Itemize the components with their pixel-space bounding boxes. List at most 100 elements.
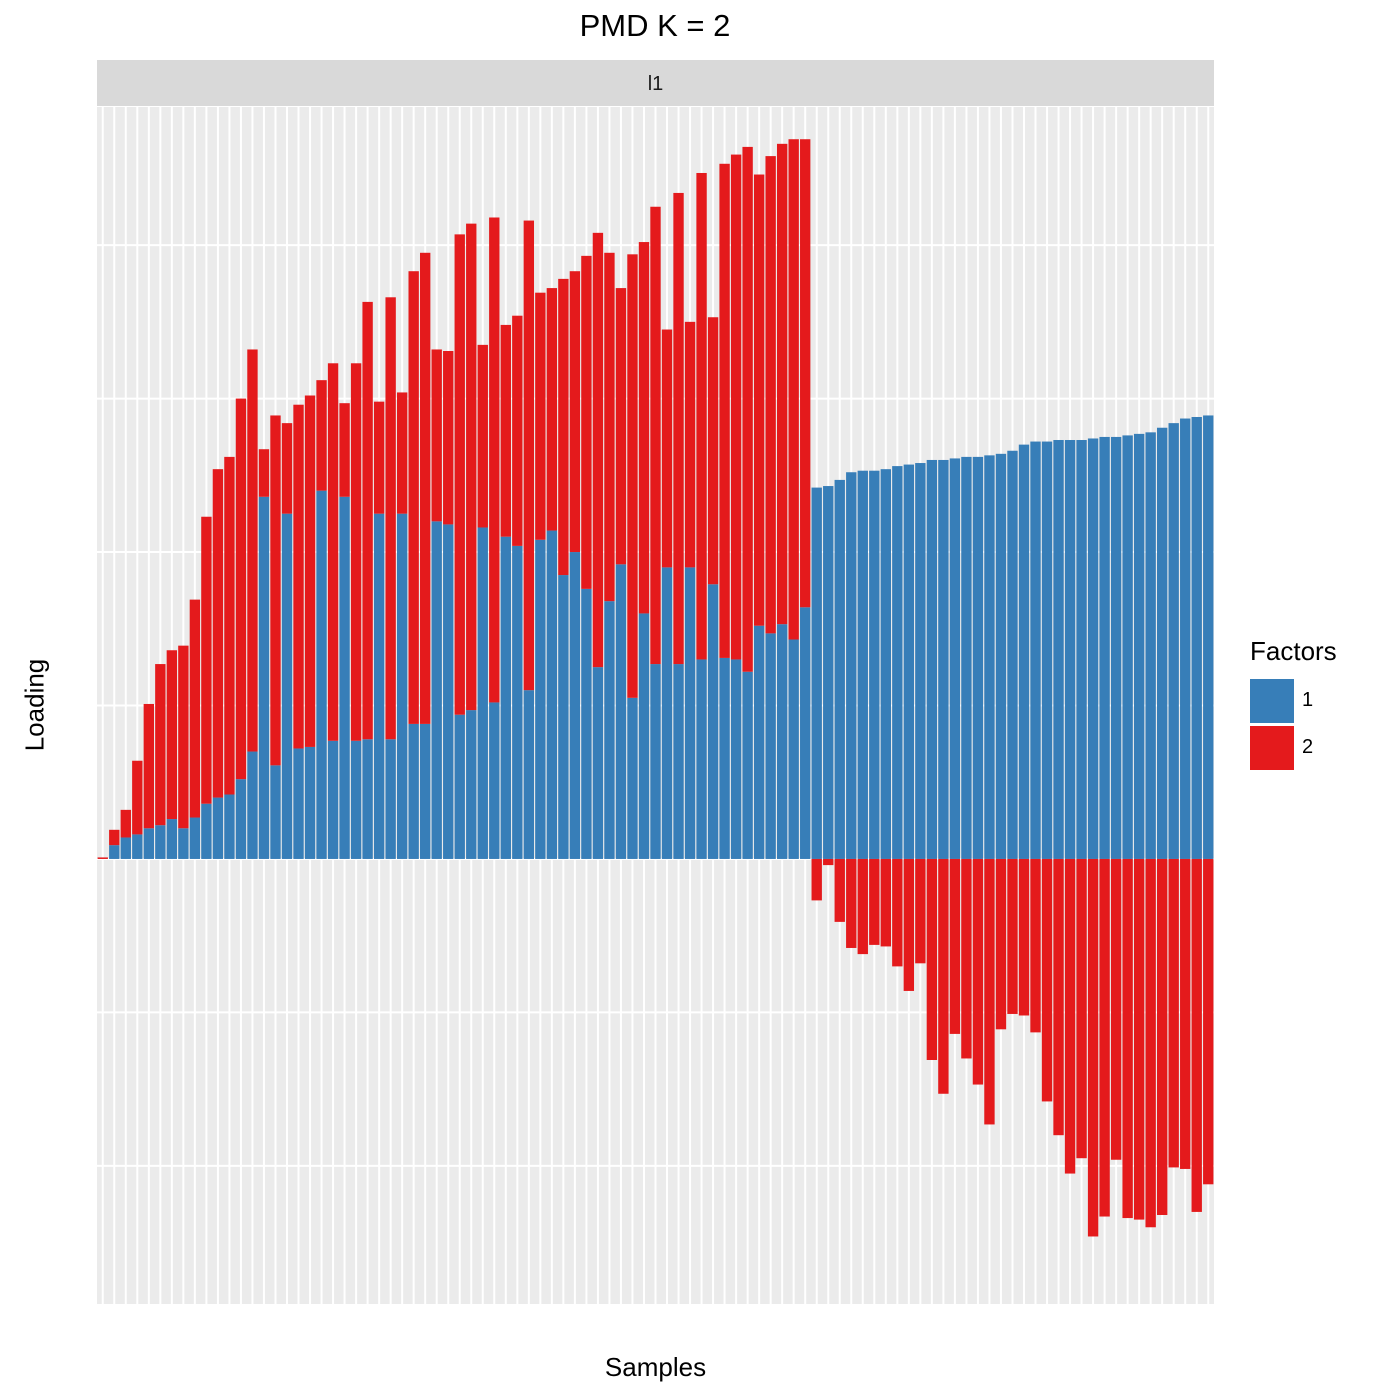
- bar-factor-1: [408, 723, 419, 859]
- bar-factor-1: [1076, 440, 1087, 859]
- bar-factor-1: [823, 486, 834, 859]
- bar-factor-2: [730, 154, 742, 660]
- legend-key-1: [1250, 678, 1294, 723]
- bar-factor-1: [938, 459, 949, 859]
- bar-factor-2: [166, 650, 178, 820]
- bar-factor-2: [627, 254, 638, 698]
- bar-factor-2: [673, 192, 684, 665]
- bar-factor-2: [212, 469, 224, 798]
- bar-factor-1: [984, 455, 995, 859]
- bar-factor-2: [1122, 858, 1133, 1219]
- bar-factor-1: [247, 751, 258, 859]
- bar-factor-2: [880, 858, 891, 947]
- bar-factor-2: [316, 380, 327, 491]
- bar-factor-2: [477, 344, 488, 528]
- bar-factor-1: [834, 479, 845, 859]
- bar-factor-1: [638, 613, 650, 859]
- bar-factor-1: [281, 513, 293, 859]
- bar-factor-2: [1110, 858, 1122, 1160]
- bar-factor-1: [650, 664, 661, 859]
- bar-factor-2: [362, 301, 373, 740]
- legend: Factors 1 2: [1250, 636, 1337, 771]
- bar-factor-2: [684, 321, 696, 568]
- bars: [97, 139, 1214, 1237]
- bar-factor-1: [1064, 440, 1076, 859]
- bar-factor-1: [1007, 450, 1018, 859]
- bar-factor-2: [178, 645, 189, 829]
- bar-factor-2: [915, 858, 926, 964]
- bar-factor-1: [535, 539, 546, 859]
- bar-factor-2: [776, 143, 788, 625]
- bar-factor-2: [120, 809, 131, 838]
- bar-factor-1: [431, 521, 442, 859]
- bar-factor-1: [696, 659, 707, 859]
- bar-factor-2: [1191, 858, 1202, 1212]
- bar-factor-1: [800, 607, 811, 859]
- bar-factor-1: [811, 487, 822, 859]
- bar-factor-1: [489, 702, 500, 859]
- bar-factor-1: [1168, 423, 1179, 859]
- bar-factor-2: [523, 220, 535, 691]
- bar-factor-2: [903, 858, 915, 991]
- bar-factor-2: [857, 858, 868, 955]
- bar-factor-1: [949, 458, 961, 859]
- bar-factor-1: [385, 739, 396, 859]
- bar-factor-2: [719, 163, 730, 658]
- bar-factor-2: [892, 858, 903, 967]
- bar-factor-1: [1030, 441, 1041, 859]
- bar-factor-1: [961, 456, 972, 859]
- bar-factor-1: [443, 524, 454, 859]
- legend-label-1: 1: [1302, 689, 1314, 711]
- bar-factor-2: [1168, 858, 1179, 1168]
- bar-factor-1: [1122, 435, 1133, 859]
- bar-factor-1: [189, 817, 201, 859]
- bar-factor-2: [558, 278, 569, 576]
- x-axis-label: Samples: [604, 1352, 707, 1382]
- bar-factor-1: [673, 664, 684, 859]
- bar-factor-2: [615, 288, 627, 565]
- bar-factor-1: [316, 490, 327, 859]
- bar-factor-2: [938, 858, 949, 1094]
- bar-factor-1: [972, 456, 984, 859]
- bar-factor-1: [235, 779, 247, 859]
- bar-factor-2: [235, 398, 247, 780]
- bar-factor-1: [788, 639, 799, 859]
- bar-factor-1: [581, 588, 592, 859]
- bar-factor-1: [1180, 418, 1191, 859]
- bar-factor-1: [892, 466, 903, 859]
- bar-factor-1: [661, 567, 673, 859]
- bar-factor-1: [178, 828, 189, 859]
- bar-factor-2: [201, 516, 212, 804]
- bar-factor-2: [765, 156, 776, 634]
- bar-factor-2: [385, 297, 396, 740]
- bar-factor-2: [742, 146, 753, 672]
- bar-factor-2: [984, 858, 995, 1125]
- bar-factor-1: [880, 469, 891, 859]
- bar-factor-2: [258, 449, 270, 497]
- bar-factor-1: [1133, 433, 1145, 859]
- bar-factor-1: [627, 697, 638, 859]
- bar-factor-2: [420, 252, 431, 724]
- bar-factor-2: [97, 857, 108, 859]
- bar-factor-1: [523, 690, 535, 859]
- bar-factor-2: [281, 423, 293, 514]
- bar-factor-2: [846, 858, 857, 948]
- bar-factor-1: [304, 746, 316, 859]
- bar-factor-2: [1007, 858, 1018, 1014]
- bar-factor-1: [1018, 444, 1030, 859]
- bar-factor-2: [293, 404, 304, 749]
- bar-factor-1: [765, 633, 776, 859]
- bar-factor-2: [581, 255, 592, 589]
- legend-title: Factors: [1250, 636, 1337, 666]
- bar-factor-1: [546, 530, 558, 859]
- bar-factor-2: [949, 858, 961, 1034]
- bar-factor-2: [327, 363, 339, 741]
- bar-factor-1: [270, 765, 281, 859]
- bar-factor-1: [224, 794, 235, 859]
- bar-factor-2: [535, 292, 546, 540]
- bar-factor-1: [512, 545, 523, 859]
- bar-factor-1: [1053, 440, 1064, 859]
- bar-factor-2: [604, 252, 615, 602]
- bar-factor-2: [707, 317, 719, 585]
